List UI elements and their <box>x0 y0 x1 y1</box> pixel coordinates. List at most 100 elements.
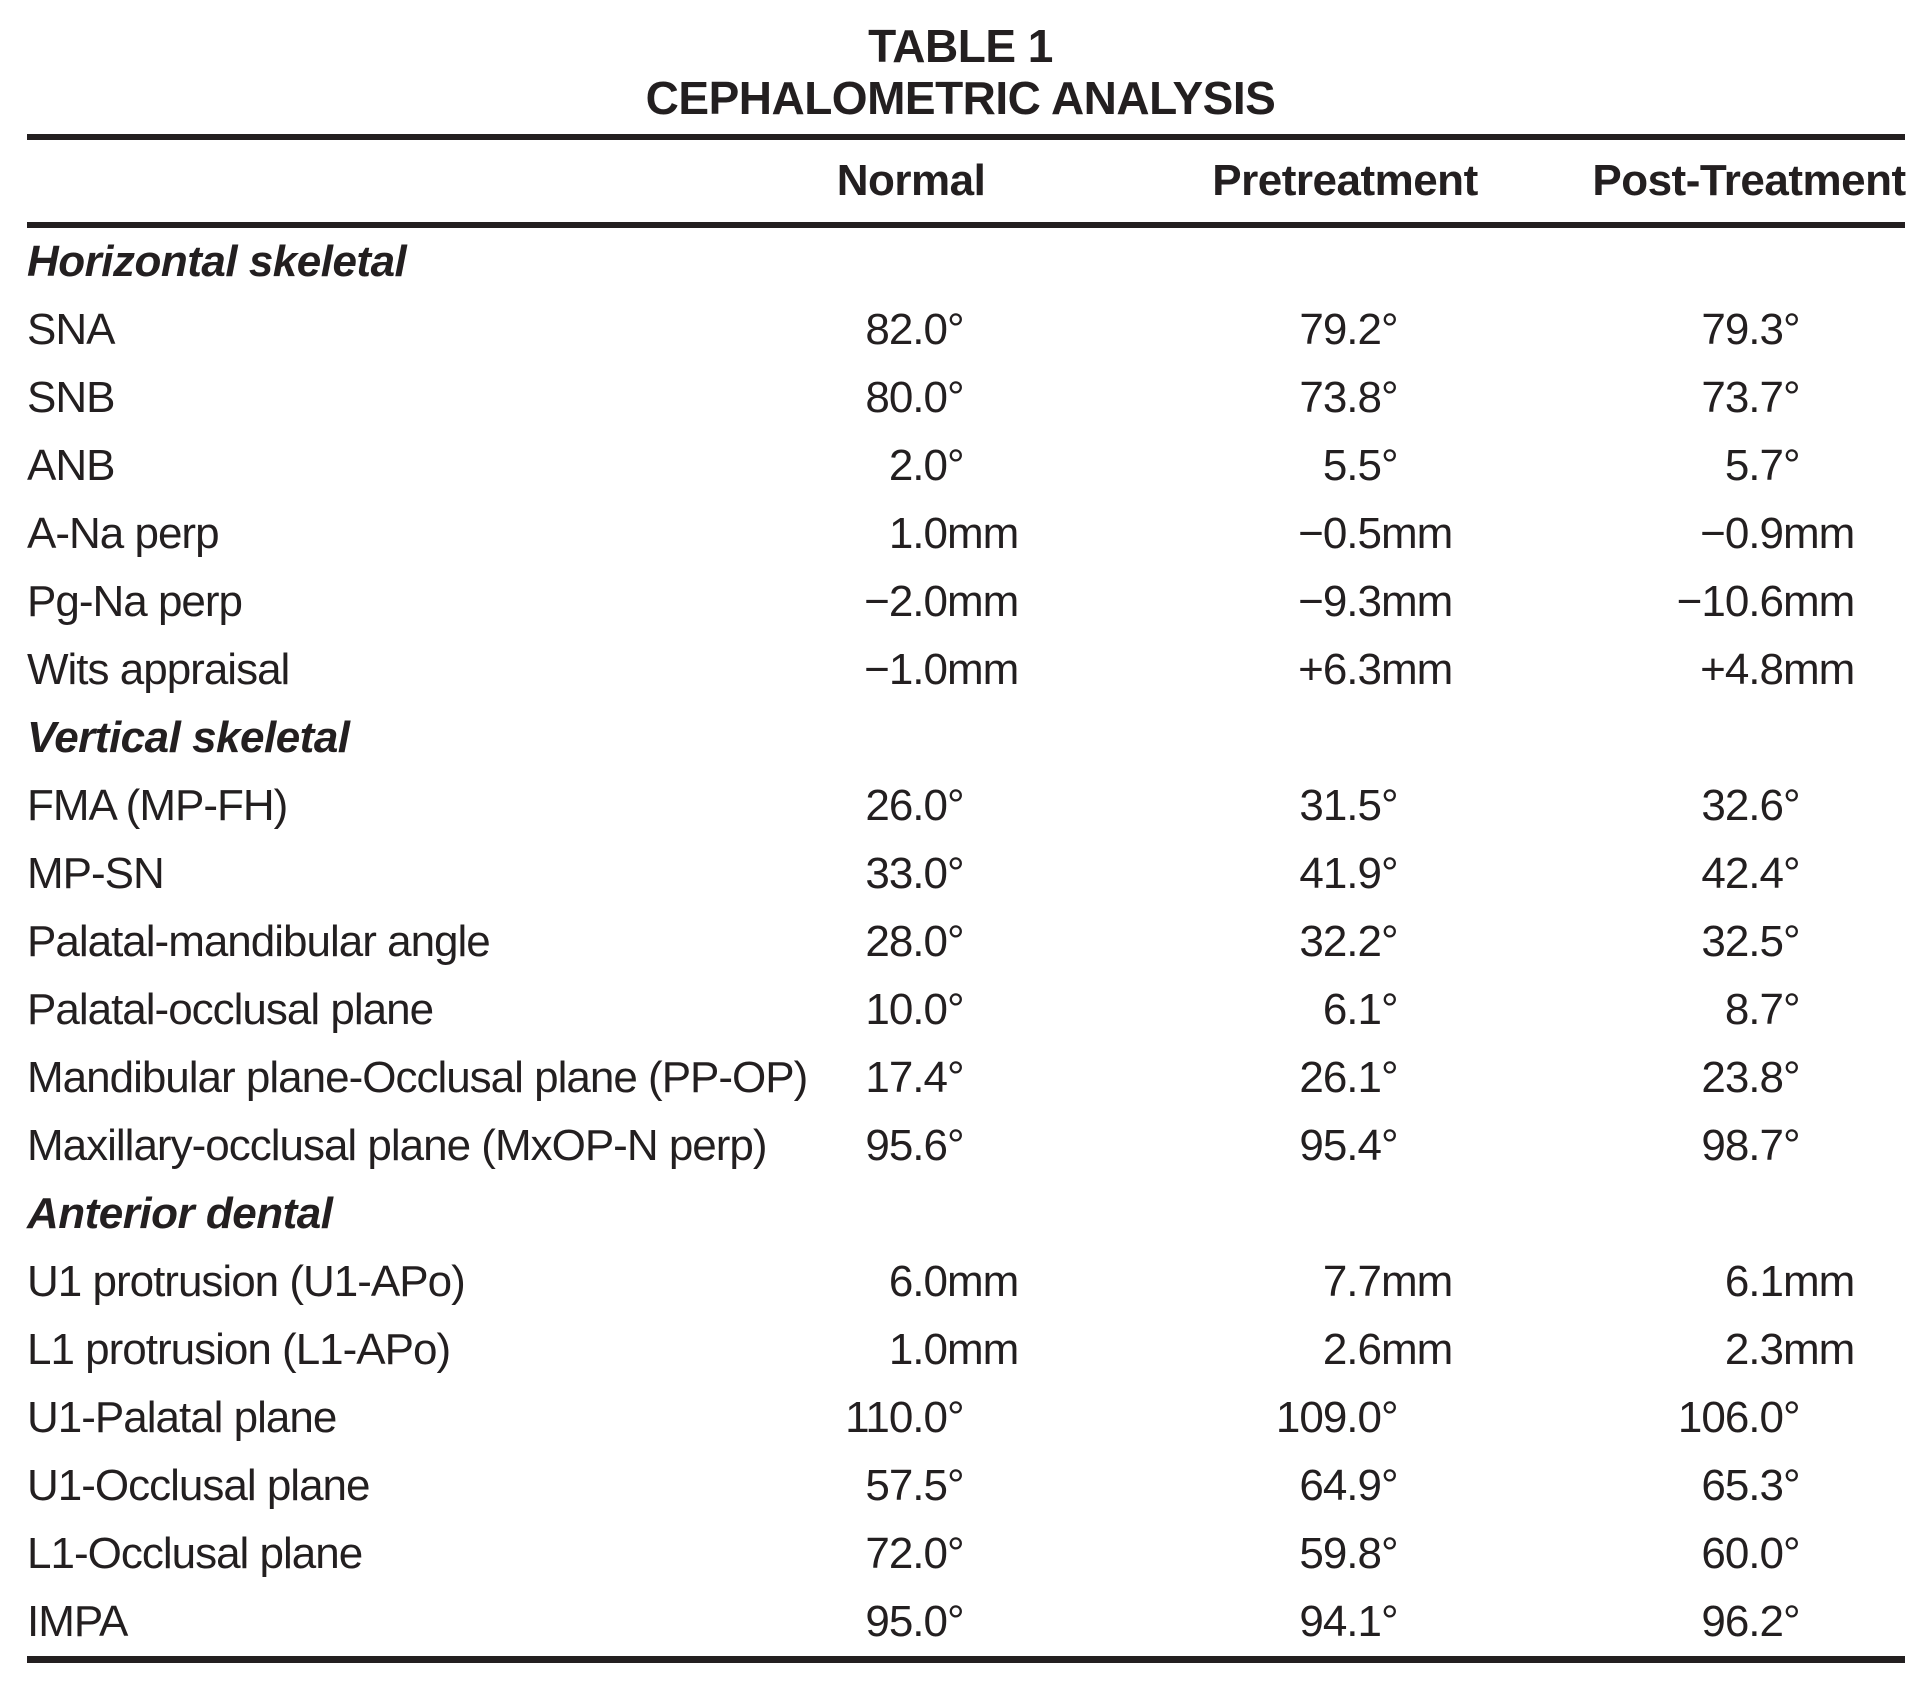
value-unit: ° <box>947 1461 965 1510</box>
value-number: 72.0 <box>865 1529 948 1578</box>
value-number: 5.5 <box>1322 441 1382 490</box>
value-cell: 32.6 ° <box>1461 781 1905 831</box>
table-row: Pg-Na perp −2.0 mm −9.3 mm −10.6 mm <box>27 568 1905 636</box>
value-number: 110.0 <box>845 1393 948 1442</box>
value-cell: 41.9 ° <box>1027 849 1461 899</box>
value-cell: −0.5 mm <box>1027 509 1461 559</box>
value-unit: mm <box>1381 1257 1453 1306</box>
value-number: −1.0 <box>864 645 948 694</box>
value-cell: 10.0 ° <box>827 985 1027 1035</box>
value-number: 98.7 <box>1701 1121 1784 1170</box>
value-unit: ° <box>947 1597 965 1646</box>
value-unit: ° <box>1783 305 1801 354</box>
value-unit: ° <box>1381 1121 1399 1170</box>
value-number: −10.6 <box>1676 577 1784 626</box>
value-cell: 59.8 ° <box>1027 1529 1461 1579</box>
value-number: 95.6 <box>865 1121 948 1170</box>
row-label: FMA (MP-FH) <box>27 781 288 830</box>
value-cell: 95.4 ° <box>1027 1121 1461 1171</box>
row-label: L1 protrusion (L1-APo) <box>27 1325 451 1374</box>
value-unit: ° <box>947 917 965 966</box>
row-label: U1 protrusion (U1-APo) <box>27 1257 466 1306</box>
row-label: Palatal-mandibular angle <box>27 917 491 966</box>
value-cell: −2.0 mm <box>827 577 1027 627</box>
value-cell: 109.0 ° <box>1027 1393 1461 1443</box>
value-number: 1.0 <box>888 1325 948 1374</box>
value-unit: ° <box>1783 1053 1801 1102</box>
value-number: 106.0 <box>1677 1393 1784 1442</box>
value-number: 6.0 <box>888 1257 948 1306</box>
table-title: TABLE 1 CEPHALOMETRIC ANALYSIS <box>0 0 1921 124</box>
value-unit: ° <box>1381 1053 1399 1102</box>
row-label: A-Na perp <box>27 509 220 558</box>
value-cell: 1.0 mm <box>827 1325 1027 1375</box>
value-cell: 73.8 ° <box>1027 373 1461 423</box>
column-header-row: Normal Pretreatment Post-Treatment <box>27 140 1906 222</box>
value-cell: 98.7 ° <box>1461 1121 1905 1171</box>
value-number: 32.6 <box>1701 781 1784 830</box>
value-cell: 5.7 ° <box>1461 441 1905 491</box>
table-row: L1 protrusion (L1-APo) 1.0 mm 2.6 mm 2.3 mm <box>27 1316 1905 1384</box>
value-number: 5.7 <box>1724 441 1784 490</box>
value-cell: 106.0 ° <box>1461 1393 1905 1443</box>
value-number: 60.0 <box>1701 1529 1784 1578</box>
value-number: 79.2 <box>1299 305 1382 354</box>
value-number: 95.0 <box>865 1597 948 1646</box>
value-unit: mm <box>1783 577 1855 626</box>
value-number: 2.6 <box>1322 1325 1382 1374</box>
value-cell: −1.0 mm <box>827 645 1027 695</box>
value-cell: 73.7 ° <box>1461 373 1905 423</box>
value-number: −0.5 <box>1298 509 1382 558</box>
value-number: 82.0 <box>865 305 948 354</box>
value-number: +6.3 <box>1298 645 1382 694</box>
row-label: Maxillary-occlusal plane (MxOP-N perp) <box>27 1121 768 1170</box>
column-header-normal: Normal <box>836 156 986 205</box>
value-unit: ° <box>1783 1121 1801 1170</box>
value-unit: ° <box>1783 1597 1801 1646</box>
value-cell: 2.6 mm <box>1027 1325 1461 1375</box>
value-number: 17.4 <box>865 1053 948 1102</box>
value-number: 109.0 <box>1275 1393 1382 1442</box>
section-header: Vertical skeletal <box>27 713 350 762</box>
table-row: Wits appraisal −1.0 mm +6.3 mm +4.8 mm <box>27 636 1905 704</box>
table-row: ANB 2.0 ° 5.5 ° 5.7 ° <box>27 432 1905 500</box>
value-cell: 96.2 ° <box>1461 1597 1905 1647</box>
value-unit: ° <box>1783 917 1801 966</box>
value-number: −2.0 <box>864 577 948 626</box>
value-unit: ° <box>1381 1529 1399 1578</box>
value-unit: ° <box>1783 781 1801 830</box>
value-unit: mm <box>947 577 1019 626</box>
value-cell: 82.0 ° <box>827 305 1027 355</box>
value-unit: mm <box>1381 645 1453 694</box>
row-label: L1-Occlusal plane <box>27 1529 363 1578</box>
table-row: U1 protrusion (U1-APo) 6.0 mm 7.7 mm 6.1 mm <box>27 1248 1905 1316</box>
table-row: A-Na perp 1.0 mm −0.5 mm −0.9 mm <box>27 500 1905 568</box>
value-unit: mm <box>1381 577 1453 626</box>
value-unit: ° <box>947 1053 965 1102</box>
value-unit: ° <box>947 1529 965 1578</box>
value-cell: −10.6 mm <box>1461 577 1905 627</box>
value-number: 1.0 <box>888 509 948 558</box>
row-label: SNB <box>27 373 115 422</box>
value-unit: ° <box>1783 441 1801 490</box>
table-row: IMPA 95.0 ° 94.1 ° 96.2 ° <box>27 1588 1905 1656</box>
table-caption: CEPHALOMETRIC ANALYSIS <box>645 72 1276 124</box>
value-unit: mm <box>1783 509 1855 558</box>
value-number: 28.0 <box>865 917 948 966</box>
value-number: 2.3 <box>1724 1325 1784 1374</box>
value-number: 7.7 <box>1322 1257 1382 1306</box>
value-cell: 94.1 ° <box>1027 1597 1461 1647</box>
value-cell: 72.0 ° <box>827 1529 1027 1579</box>
value-cell: 32.5 ° <box>1461 917 1905 967</box>
section-header: Horizontal skeletal <box>27 237 407 286</box>
column-header-pretreatment: Pretreatment <box>1212 156 1478 205</box>
value-number: 31.5 <box>1299 781 1382 830</box>
value-cell: 79.3 ° <box>1461 305 1905 355</box>
table-row: Palatal-mandibular angle 28.0 ° 32.2 ° 32.5 ° <box>27 908 1905 976</box>
value-number: 33.0 <box>865 849 948 898</box>
value-number: 96.2 <box>1701 1597 1784 1646</box>
value-cell: 65.3 ° <box>1461 1461 1905 1511</box>
value-unit: ° <box>947 1121 965 1170</box>
value-unit: ° <box>1783 1529 1801 1578</box>
value-cell: 5.5 ° <box>1027 441 1461 491</box>
